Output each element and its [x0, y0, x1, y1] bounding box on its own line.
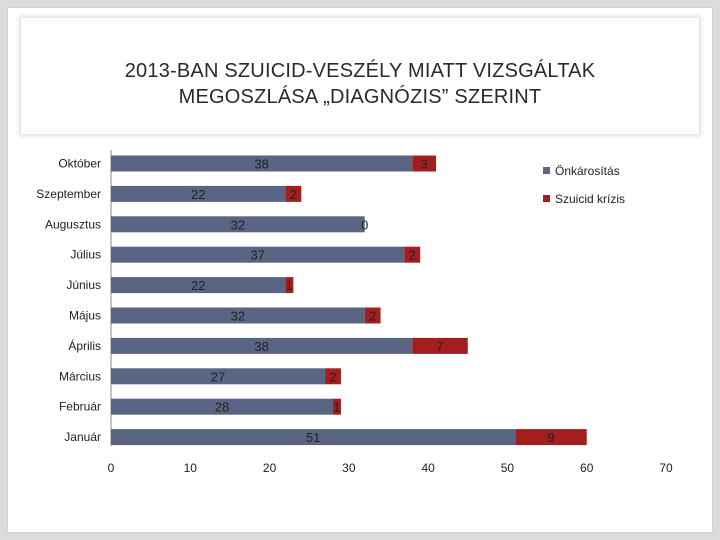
- data-label-szuicid-krizis: 1: [286, 278, 293, 293]
- bar-szuicid-krizis: [285, 277, 294, 294]
- category-label: Augusztus: [45, 217, 101, 231]
- data-label-szuicid-krizis: 1: [333, 400, 340, 415]
- data-label-onkarositas: 32: [231, 217, 245, 232]
- bar-onkarositas: [111, 277, 286, 294]
- x-tick-label: 20: [263, 461, 277, 475]
- data-label-szuicid-krizis: 2: [369, 309, 376, 324]
- bar-szuicid-krizis: [285, 185, 302, 202]
- bar-szuicid-krizis: [364, 307, 381, 324]
- data-label-szuicid-krizis: 2: [290, 187, 297, 202]
- bar-onkarositas: [111, 216, 365, 233]
- data-label-onkarositas: 28: [215, 400, 229, 415]
- bar-szuicid-krizis: [404, 246, 421, 263]
- data-label-onkarositas: 22: [191, 187, 205, 202]
- data-label-onkarositas: 38: [254, 339, 268, 354]
- category-label: Április: [68, 338, 101, 353]
- data-label-onkarositas: 38: [254, 157, 268, 172]
- data-label-onkarositas: 37: [250, 248, 264, 263]
- category-label: Január: [64, 430, 101, 444]
- data-label-szuicid-krizis: 2: [329, 369, 336, 384]
- data-label-onkarositas: 51: [306, 430, 320, 445]
- category-label: Október: [58, 157, 101, 171]
- category-label: Május: [69, 309, 101, 323]
- slide-title-line-2: MEGOSZLÁSA „DIAGNÓZIS” SZERINT: [178, 86, 542, 108]
- data-label-onkarositas: 32: [231, 309, 245, 324]
- legend-swatch-szuicid-krizis: [543, 195, 550, 202]
- data-label-szuicid-krizis: 2: [409, 248, 416, 263]
- data-label-szuicid-krizis: 7: [436, 339, 443, 354]
- category-label: Július: [70, 248, 101, 262]
- x-tick-label: 0: [108, 461, 115, 475]
- category-label: Február: [59, 400, 101, 414]
- bar-onkarositas: [111, 368, 326, 385]
- x-tick-label: 50: [501, 461, 515, 475]
- bar-onkarositas: [111, 246, 405, 263]
- category-label: Március: [59, 369, 101, 383]
- data-label-szuicid-krizis: 3: [421, 157, 428, 172]
- data-label-onkarositas: 27: [211, 369, 225, 384]
- category-label: Szeptember: [36, 187, 101, 201]
- bar-onkarositas: [111, 337, 413, 354]
- bar-onkarositas: [111, 307, 365, 324]
- x-tick-label: 60: [580, 461, 594, 475]
- x-tick-label: 40: [421, 461, 435, 475]
- slide-title-line-1: 2013-BAN SZUICID-VESZÉLY MIATT VIZSGÁLTA…: [124, 60, 596, 82]
- bar-szuicid-krizis: [412, 155, 437, 172]
- legend-swatch-onkarositas: [543, 167, 550, 174]
- x-tick-label: 30: [342, 461, 356, 475]
- legend-label-onkarositas: Önkárosítás: [555, 164, 620, 178]
- data-label-onkarositas: 22: [191, 278, 205, 293]
- data-label-szuicid-krizis: 0: [361, 217, 368, 232]
- bar-szuicid-krizis: [412, 337, 468, 354]
- data-label-szuicid-krizis: 9: [547, 430, 554, 445]
- bar-onkarositas: [111, 429, 516, 446]
- bar-szuicid-krizis: [515, 429, 587, 446]
- legend-label-szuicid-krizis: Szuicid krízis: [555, 192, 625, 206]
- bar-onkarositas: [111, 398, 333, 415]
- x-tick-label: 10: [184, 461, 198, 475]
- category-label: Június: [66, 278, 101, 292]
- bar-szuicid-krizis: [333, 398, 341, 415]
- bar-onkarositas: [111, 155, 413, 172]
- bar-onkarositas: [111, 185, 286, 202]
- title-box: 2013-BAN SZUICID-VESZÉLY MIATT VIZSGÁLTA…: [21, 18, 699, 134]
- bar-szuicid-krizis: [325, 368, 341, 385]
- x-tick-label: 70: [659, 461, 673, 475]
